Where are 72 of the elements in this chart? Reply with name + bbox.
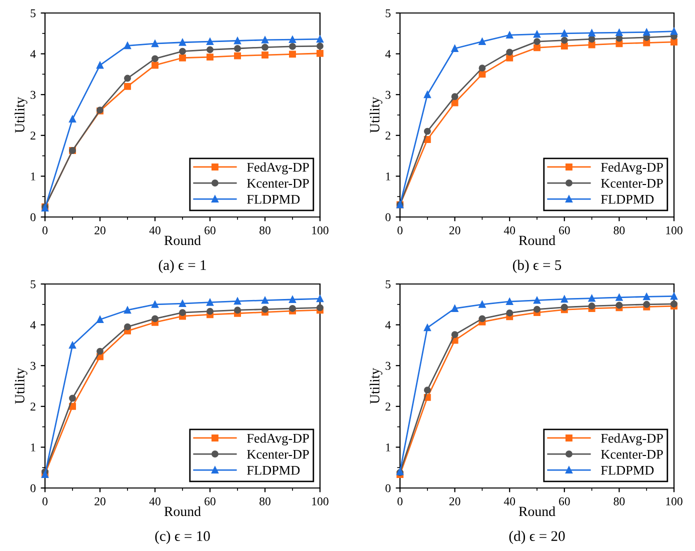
x-tick-label: 60 (204, 497, 216, 506)
legend-label: FedAvg-DP (601, 162, 663, 174)
x-tick-label: 20 (94, 226, 106, 234)
y-tick-label: 0 (386, 484, 391, 492)
legend-label: FedAvg-DP (247, 162, 309, 174)
legend-label: FLDPMD (247, 194, 300, 204)
x-tick-label: 60 (559, 226, 570, 234)
y-tick-label: 2 (386, 132, 390, 140)
y-tick-label: 5 (30, 9, 36, 18)
y-axis-title: Utility (370, 368, 382, 404)
legend-label: Kcenter-DP (601, 450, 663, 459)
y-tick-label: 1 (31, 444, 36, 452)
legend-label: FedAvg-DP (247, 433, 309, 446)
y-tick-label: 4 (30, 50, 36, 58)
y-tick-label: 1 (31, 172, 36, 180)
x-tick-label: 100 (666, 497, 682, 506)
legend-label: Kcenter-DP (247, 450, 309, 459)
y-tick-label: 0 (30, 213, 36, 222)
y-tick-label: 4 (385, 50, 391, 58)
legend-label: FedAvg-DP (601, 433, 663, 446)
x-tick-label: 0 (42, 226, 48, 234)
legend-label: Kcenter-DP (247, 178, 309, 188)
x-tick-label: 0 (398, 497, 402, 506)
x-tick-label: 20 (94, 497, 106, 506)
y-tick-label: 3 (386, 90, 391, 99)
y-tick-label: 5 (386, 9, 391, 18)
y-tick-label: 3 (386, 362, 391, 370)
x-tick-label: 100 (666, 226, 682, 234)
x-axis-title: Round (518, 506, 556, 516)
y-tick-label: 2 (30, 402, 36, 410)
y-tick-label: 4 (30, 321, 36, 329)
legend-label: FLDPMD (601, 466, 654, 475)
x-tick-label: 40 (504, 497, 516, 506)
y-tick-label: 2 (386, 402, 390, 410)
y-tick-label: 2 (30, 132, 36, 140)
x-tick-label: 80 (260, 226, 270, 234)
y-tick-label: 5 (30, 280, 36, 288)
legend-label: FLDPMD (601, 194, 654, 204)
x-tick-label: 80 (260, 497, 270, 506)
text: (b) ϵ = 5 (512, 260, 562, 273)
legend-label: FLDPMD (247, 466, 300, 475)
y-tick-label: 4 (385, 321, 391, 329)
y-tick-label: 0 (30, 484, 36, 492)
x-tick-label: 40 (149, 226, 160, 234)
x-tick-label: 80 (614, 226, 625, 234)
y-tick-label: 1 (386, 444, 390, 452)
text: (c) ϵ = 10 (155, 530, 210, 544)
x-axis-title: Round (164, 235, 201, 246)
x-axis-title: Round (518, 235, 556, 246)
y-tick-label: 3 (30, 362, 36, 370)
y-tick-label: 5 (386, 280, 391, 288)
x-tick-label: 60 (559, 497, 570, 506)
x-tick-label: 100 (312, 226, 328, 234)
y-axis-title: Utility (14, 368, 28, 404)
y-tick-label: 3 (30, 90, 36, 99)
x-tick-label: 40 (504, 226, 516, 234)
x-tick-label: 0 (398, 226, 402, 234)
x-tick-label: 20 (449, 497, 460, 506)
y-tick-label: 0 (386, 213, 391, 222)
y-tick-label: 1 (386, 172, 390, 180)
x-tick-label: 0 (42, 497, 48, 506)
text: (a) ϵ = 1 (158, 260, 206, 273)
x-axis-title: Round (164, 506, 201, 516)
x-tick-label: 60 (204, 226, 216, 234)
x-tick-label: 100 (312, 497, 328, 506)
text: (d) ϵ = 20 (509, 530, 565, 544)
legend-label: Kcenter-DP (601, 178, 663, 188)
y-axis-title: Utility (370, 96, 382, 133)
y-axis-title: Utility (14, 96, 28, 133)
x-tick-label: 80 (614, 497, 625, 506)
x-tick-label: 40 (149, 497, 160, 506)
x-tick-label: 20 (449, 226, 460, 234)
